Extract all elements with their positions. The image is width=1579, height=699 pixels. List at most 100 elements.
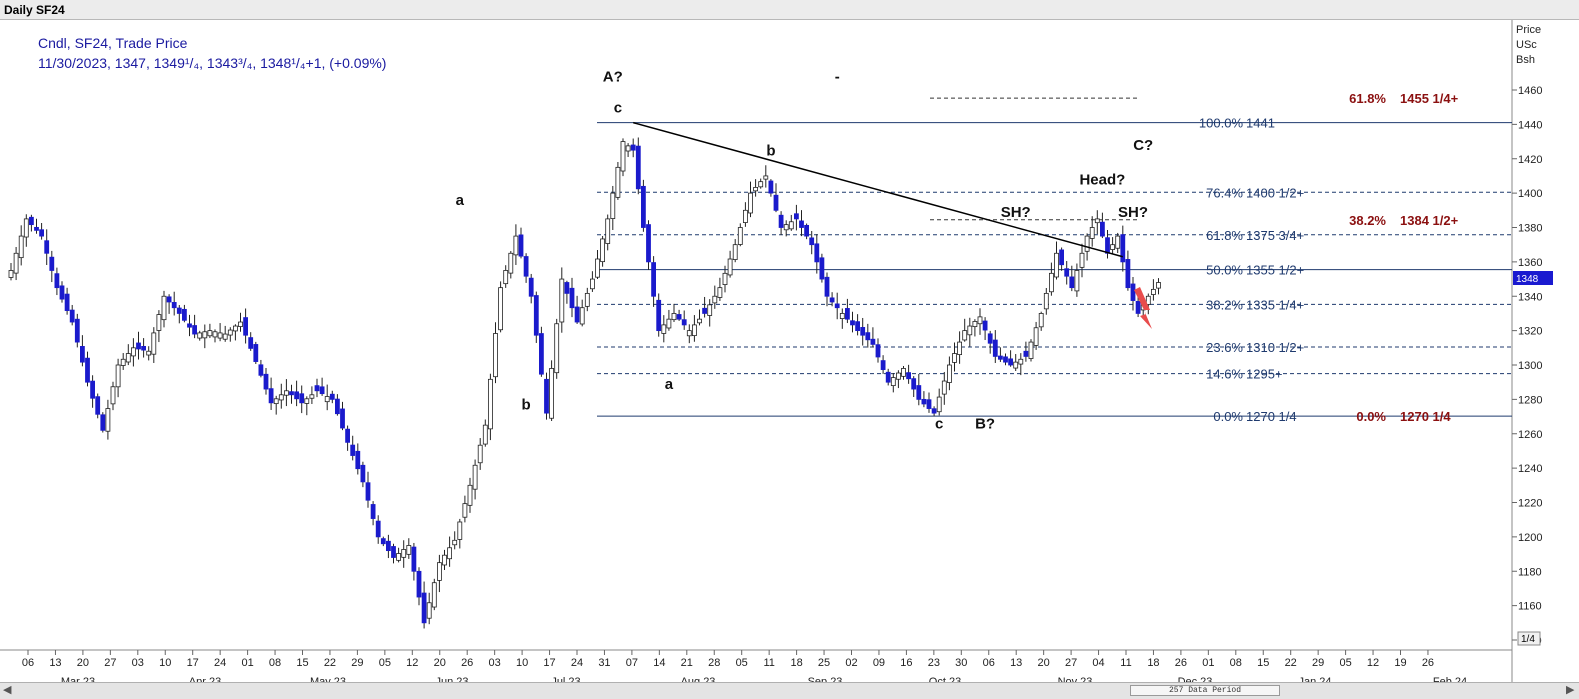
candle-body-up bbox=[737, 227, 743, 245]
candle-body-down bbox=[574, 306, 580, 323]
last-price-tag bbox=[1513, 271, 1553, 285]
axis-header-price: Price bbox=[1516, 24, 1541, 36]
candle-body-down bbox=[539, 333, 544, 375]
time-day-label: 15 bbox=[1257, 657, 1269, 669]
scroll-thumb[interactable]: 257 Data Period bbox=[1130, 685, 1280, 696]
candle-body-up bbox=[207, 330, 213, 337]
time-day-label: 06 bbox=[983, 657, 995, 669]
candle-body-up bbox=[972, 321, 978, 328]
candle-body-up bbox=[442, 554, 447, 566]
candle-body-up bbox=[105, 408, 111, 432]
horizontal-scrollbar[interactable]: ◀ 257 Data Period ▶ bbox=[0, 682, 1579, 699]
candle-body-up bbox=[605, 218, 611, 244]
candle-body-down bbox=[141, 346, 147, 351]
candle-body-down bbox=[176, 307, 182, 314]
candle-body-down bbox=[391, 546, 396, 558]
candle-body-down bbox=[860, 327, 866, 336]
candle-body-down bbox=[380, 538, 386, 545]
price-tick-label: 1380 bbox=[1518, 223, 1542, 235]
time-day-label: 12 bbox=[406, 657, 418, 669]
candle-body-down bbox=[299, 393, 305, 404]
wave-label: SH? bbox=[1118, 204, 1148, 221]
fib-level-value: 1335 1/4+ bbox=[1246, 297, 1304, 312]
candle-body-up bbox=[661, 324, 667, 334]
candle-body-up bbox=[309, 394, 315, 399]
candle-body-up bbox=[324, 396, 330, 403]
time-day-label: 20 bbox=[434, 657, 446, 669]
time-day-label: 31 bbox=[598, 657, 610, 669]
fib-level-percent: 38.2% bbox=[1206, 297, 1243, 312]
candle-body-up bbox=[431, 582, 437, 608]
scroll-right-icon[interactable]: ▶ bbox=[1566, 684, 1575, 696]
time-day-label: 03 bbox=[132, 657, 144, 669]
time-day-label: 03 bbox=[489, 657, 501, 669]
candle-body-up bbox=[952, 353, 957, 363]
candle-body-down bbox=[768, 180, 774, 194]
price-tick-label: 1300 bbox=[1518, 360, 1542, 372]
fib-extension-value: 1455 1/4+ bbox=[1400, 91, 1459, 106]
candle-body-up bbox=[125, 353, 131, 363]
candle-body-down bbox=[44, 240, 50, 254]
time-day-label: 27 bbox=[104, 657, 116, 669]
time-day-label: 04 bbox=[1092, 657, 1104, 669]
time-day-label: 29 bbox=[351, 657, 363, 669]
candle-body-up bbox=[477, 444, 483, 464]
time-day-label: 13 bbox=[1010, 657, 1022, 669]
candle-body-down bbox=[544, 378, 549, 414]
time-day-label: 25 bbox=[818, 657, 830, 669]
time-day-label: 10 bbox=[159, 657, 171, 669]
time-day-label: 23 bbox=[928, 657, 940, 669]
wave-label: b bbox=[522, 397, 531, 414]
candle-body-up bbox=[595, 258, 600, 278]
candle-body-up bbox=[498, 287, 504, 331]
candle-body-down bbox=[166, 296, 172, 303]
candle-body-up bbox=[8, 270, 14, 278]
time-day-label: 24 bbox=[571, 657, 583, 669]
candle-body-up bbox=[406, 545, 412, 555]
candle-body-up bbox=[1043, 292, 1049, 310]
fib-level-value: 1375 3/4+ bbox=[1246, 228, 1304, 243]
time-month-label: Aug 23 bbox=[681, 676, 716, 682]
candle-body-down bbox=[998, 355, 1003, 360]
time-day-label: 01 bbox=[241, 657, 253, 669]
candle-body-down bbox=[676, 314, 682, 320]
candle-body-down bbox=[74, 318, 80, 343]
scale-button[interactable] bbox=[1517, 631, 1541, 646]
candle-body-up bbox=[600, 238, 605, 263]
candle-body-down bbox=[1105, 237, 1110, 254]
candle-body-up bbox=[156, 314, 162, 331]
candle-body-down bbox=[192, 325, 198, 335]
price-axis: 1140116011801200122012401260128013001320… bbox=[1512, 85, 1542, 647]
candle-body-up bbox=[151, 332, 157, 355]
candle-body-up bbox=[666, 318, 672, 329]
candle-body-up bbox=[717, 287, 723, 298]
fib-extension-percent: 0.0% bbox=[1356, 409, 1386, 424]
time-month-label: Oct 23 bbox=[929, 676, 961, 682]
price-tick-label: 1320 bbox=[1518, 326, 1542, 338]
chart-canvas[interactable]: 1140116011801200122012401260128013001320… bbox=[0, 20, 1579, 682]
candle-body-up bbox=[1151, 288, 1156, 295]
candle-body-up bbox=[120, 358, 126, 366]
candle-body-up bbox=[217, 332, 223, 339]
fib-level-value: 1310 1/2+ bbox=[1246, 340, 1304, 355]
candle-body-down bbox=[421, 592, 427, 624]
candle-body-up bbox=[467, 484, 473, 506]
time-day-label: 30 bbox=[955, 657, 967, 669]
time-day-label: 12 bbox=[1367, 657, 1379, 669]
candle-body-up bbox=[232, 325, 238, 332]
candle-body-up bbox=[732, 244, 738, 260]
candle-body-up bbox=[18, 235, 24, 259]
candle-body-up bbox=[1156, 282, 1161, 289]
candle-body-up bbox=[722, 272, 728, 286]
time-day-label: 26 bbox=[1175, 657, 1187, 669]
candle-body-down bbox=[824, 276, 830, 297]
candle-body-down bbox=[819, 257, 825, 280]
wave-label: B? bbox=[975, 416, 995, 433]
candle-body-down bbox=[926, 399, 932, 409]
axis-header-unit: USc bbox=[1516, 39, 1537, 51]
scroll-left-icon[interactable]: ◀ bbox=[3, 684, 12, 696]
candle-body-down bbox=[85, 357, 90, 383]
plot-area bbox=[0, 20, 1512, 650]
candle-body-down bbox=[360, 464, 366, 483]
wave-label: c bbox=[935, 416, 943, 433]
